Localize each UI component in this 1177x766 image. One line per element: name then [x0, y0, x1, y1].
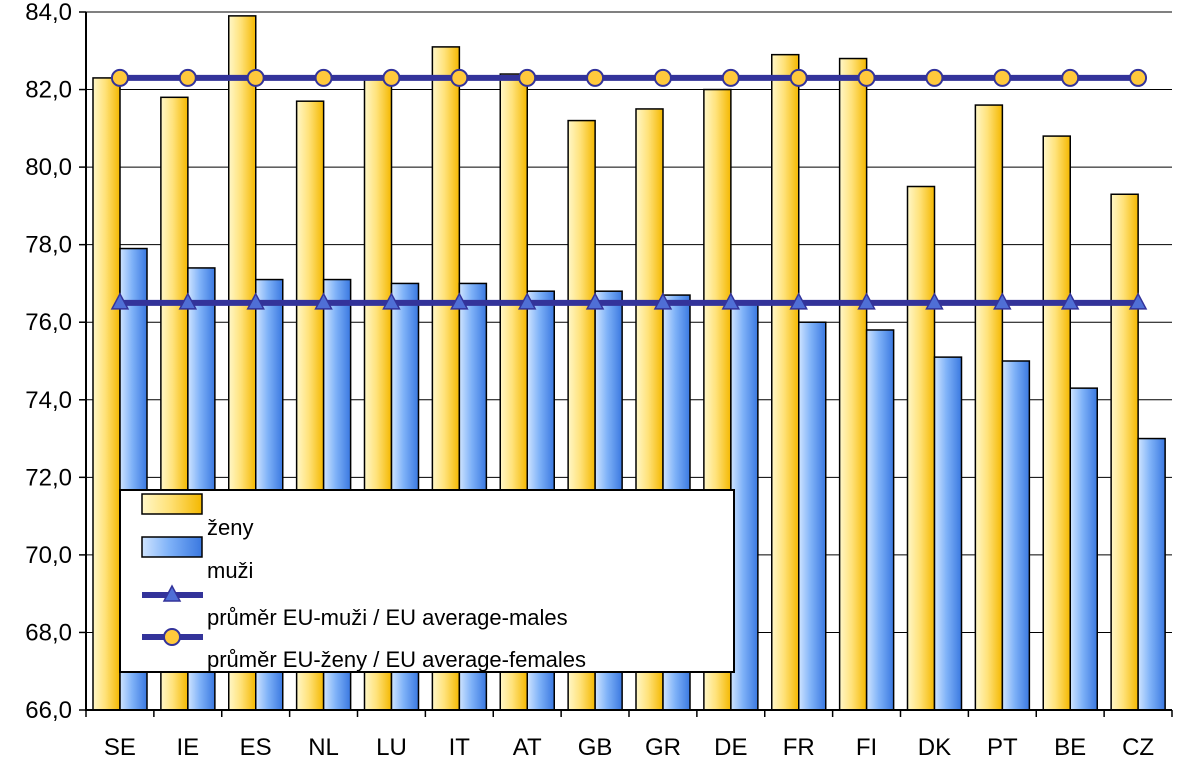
bar-muzi-fr [798, 321, 827, 711]
x-tick-label-pt: PT [987, 734, 1018, 761]
bar-zeny-dk [906, 185, 936, 711]
eu-average-males-marker-nl [314, 292, 333, 310]
eu-average-males-marker-ie [178, 292, 198, 310]
y-tick-label: 76,0 [25, 309, 72, 336]
eu-average-males-marker-es [246, 292, 265, 310]
x-tick-label-de: DE [714, 734, 747, 761]
bar-zeny-se [92, 77, 121, 711]
eu-average-females-marker-gb [586, 68, 605, 87]
y-tick-label: 72,0 [25, 464, 72, 491]
y-tick-label: 66,0 [25, 697, 72, 724]
bar-zeny-be [1042, 135, 1071, 711]
x-tick-label-be: BE [1054, 734, 1086, 761]
legend-marker-eu-average-females [163, 628, 181, 646]
average-lines [110, 68, 1148, 310]
y-tick-label: 68,0 [25, 619, 72, 646]
y-tick-label: 80,0 [25, 154, 72, 181]
eu-average-females-marker-fi [857, 68, 876, 87]
x-tick-label-nl: NL [308, 734, 339, 761]
bar-zeny-fr [771, 53, 800, 711]
legend: ženy muži průměr EU-muži / EU average-male… [119, 489, 735, 673]
eu-average-males-marker-lu [382, 292, 401, 310]
eu-average-females-marker-nl [314, 68, 333, 87]
eu-average-males-marker-at [517, 292, 537, 310]
legend-label-eu-average-males: průměr EU-muži / EU average-males [207, 605, 568, 630]
eu-average-females-marker-de [721, 68, 740, 87]
y-tick-label: 78,0 [25, 232, 72, 259]
bar-muzi-fi [865, 329, 895, 711]
x-tick-label-dk: DK [918, 734, 951, 761]
bar-muzi-pt [1001, 360, 1031, 711]
bar-muzi-dk [933, 356, 963, 711]
x-tick-label-gb: GB [578, 734, 613, 761]
x-tick-label-at: AT [513, 734, 542, 761]
eu-average-males-marker-be [1060, 292, 1080, 310]
eu-average-males-marker-gr [653, 292, 673, 310]
x-tick-label-fr: FR [783, 734, 815, 761]
x-tick-label-gr: GR [645, 734, 681, 761]
eu-average-males-marker-cz [1128, 292, 1148, 310]
y-tick-label: 82,0 [25, 77, 72, 104]
x-tick-label-se: SE [104, 734, 136, 761]
bar-zeny-fi [838, 57, 868, 711]
x-tick-label-lu: LU [376, 734, 407, 761]
eu-average-males-marker-dk [925, 292, 944, 310]
x-tick-label-cz: CZ [1122, 734, 1154, 761]
x-tick-label-ie: IE [176, 734, 199, 761]
eu-average-males-marker-fr [789, 292, 808, 310]
eu-average-females-marker-dk [925, 68, 944, 87]
y-tick-label: 74,0 [25, 387, 72, 414]
eu-average-females-marker-pt [993, 68, 1012, 87]
eu-average-males-marker-pt [993, 292, 1012, 310]
bar-muzi-de [730, 302, 759, 711]
bar-muzi-cz [1137, 437, 1166, 711]
legend-box [119, 489, 735, 673]
eu-average-females-marker-it [450, 68, 469, 87]
legend-label-eu-average-females: průměr EU-ženy / EU average-females [207, 647, 586, 672]
x-tick-label-es: ES [240, 734, 272, 761]
y-tick-label: 84,0 [25, 0, 72, 26]
legend-label-zeny: ženy [207, 515, 253, 540]
legend-label-muzi: muži [207, 558, 253, 583]
eu-average-males-marker-fi [857, 292, 876, 310]
eu-average-females-marker-at [518, 68, 537, 87]
bar-muzi-be [1069, 387, 1098, 711]
x-tick-label-fi: FI [856, 734, 877, 761]
eu-average-females-marker-fr [789, 68, 808, 87]
eu-average-females-marker-cz [1129, 68, 1148, 87]
eu-average-females-marker-ie [178, 68, 197, 87]
bar-zeny-pt [974, 104, 1004, 711]
x-tick-label-it: IT [449, 734, 471, 761]
eu-average-males-marker-de [721, 292, 741, 310]
eu-average-males-marker-se [110, 292, 130, 310]
eu-average-males-marker-it [450, 292, 469, 310]
legend-marker-eu-average-males [162, 584, 182, 602]
bar-zeny-cz [1110, 193, 1139, 711]
eu-average-males-marker-gb [585, 292, 605, 310]
eu-average-females-marker-be [1061, 68, 1080, 87]
axes: 66,0 68,0 70,0 72,0 74,0 76,0 78,0 80,0 82,0 84,0… [25, 0, 1173, 761]
legend-swatch-muzi [141, 536, 203, 558]
eu-average-females-marker-gr [653, 68, 672, 87]
eu-average-females-marker-se [110, 68, 129, 87]
eu-average-females-marker-es [246, 68, 265, 87]
legend-swatch-zeny [141, 493, 203, 515]
eu-average-females-marker-lu [382, 68, 401, 87]
y-tick-label: 70,0 [25, 542, 72, 569]
